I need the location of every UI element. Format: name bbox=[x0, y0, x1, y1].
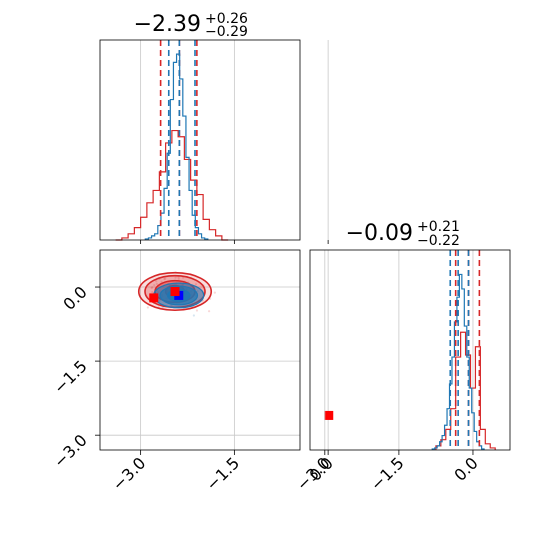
sample-point bbox=[177, 277, 180, 280]
frame-hist2 bbox=[309, 249, 511, 451]
sample-point bbox=[181, 276, 185, 279]
sample-point bbox=[163, 277, 166, 281]
histogram-blue-param2 bbox=[431, 273, 485, 450]
sample-point bbox=[207, 310, 211, 313]
title-1-main: −2.39 bbox=[134, 12, 201, 37]
sample-point bbox=[151, 291, 154, 294]
title-2-sub: −0.22 bbox=[417, 233, 460, 249]
sample-point bbox=[151, 286, 154, 289]
sample-point bbox=[153, 284, 156, 287]
truth-marker-red-2 bbox=[149, 293, 159, 303]
title-1-sub: −0.29 bbox=[205, 24, 248, 40]
sample-point bbox=[155, 280, 158, 283]
title-param-1: −2.39 +0.26 −0.29 bbox=[134, 11, 248, 40]
sample-point bbox=[174, 276, 177, 279]
title-1-sup: +0.26 bbox=[205, 11, 248, 27]
histogram-red-param1 bbox=[115, 129, 229, 241]
x-tick-label-1-1: −1.5 bbox=[367, 453, 408, 494]
title-param-2: −0.09 +0.21 −0.22 bbox=[346, 219, 460, 249]
y-tick-label-1: −1.5 bbox=[50, 357, 91, 398]
sample-point bbox=[146, 306, 149, 309]
y-axis-param-2: −3.0 −1.5 0.0 bbox=[50, 282, 100, 471]
y-tick-label-0: −3.0 bbox=[50, 431, 91, 472]
sample-point bbox=[195, 309, 199, 312]
sample-point bbox=[213, 291, 216, 294]
histogram-panel-param-2 bbox=[309, 249, 511, 451]
sample-point bbox=[160, 280, 163, 283]
sample-point bbox=[155, 282, 158, 285]
frame-joint bbox=[99, 249, 301, 451]
sample-point bbox=[164, 277, 167, 280]
joint-contour-panel bbox=[99, 249, 334, 451]
x-axis-param-2: −3.0 −1.5 0.0 bbox=[293, 450, 482, 494]
x-tick-label-0-0: −3.0 bbox=[109, 453, 150, 494]
sample-point bbox=[150, 286, 153, 290]
histogram-panel-param-1 bbox=[99, 39, 329, 244]
truth-marker-red-1 bbox=[170, 286, 180, 296]
sample-point bbox=[192, 314, 195, 317]
sample-point bbox=[177, 276, 180, 279]
title-2-sup: +0.21 bbox=[417, 219, 460, 235]
x-tick-label-1-2: 0.0 bbox=[450, 453, 481, 484]
histogram-red-param2 bbox=[435, 331, 496, 450]
x-tick-label-0-1: −1.5 bbox=[202, 453, 243, 494]
y-tick-label-2: 0.0 bbox=[59, 282, 90, 313]
truth-marker-red-3 bbox=[324, 410, 334, 420]
histogram-blue-param1 bbox=[144, 53, 209, 240]
sample-point bbox=[194, 283, 198, 286]
title-2-main: −0.09 bbox=[346, 221, 413, 246]
frame-hist1 bbox=[99, 39, 301, 241]
